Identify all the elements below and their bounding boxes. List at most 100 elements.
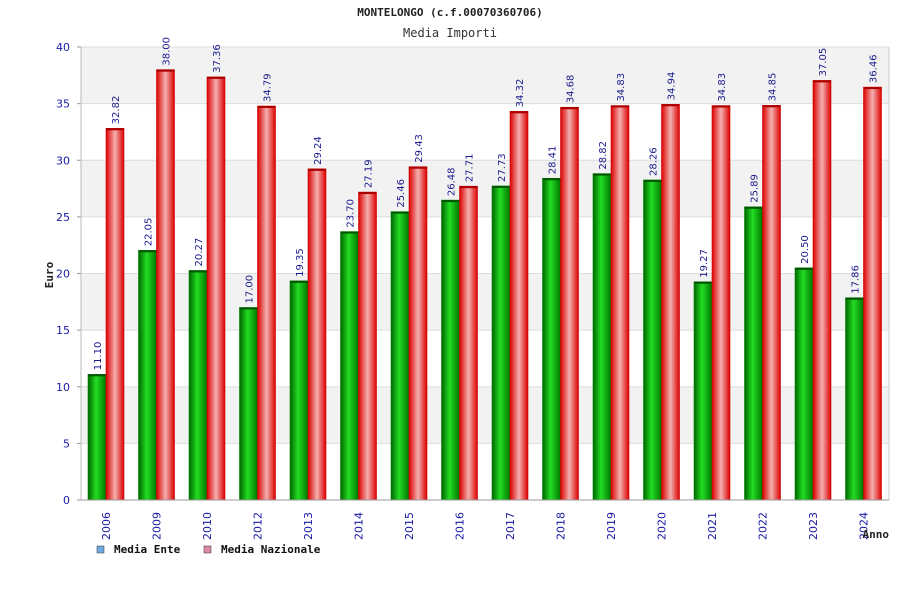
data-label: 25.46 (396, 179, 407, 208)
bar-cap (611, 105, 629, 108)
data-label: 19.35 (295, 248, 306, 277)
x-tick-label: 2013 (302, 512, 315, 540)
bar-cap (239, 307, 258, 310)
bar-cap (441, 200, 460, 203)
y-tick-label: 25 (56, 211, 70, 224)
y-tick-label: 0 (63, 494, 70, 507)
bar-media-ente-2020 (643, 179, 662, 501)
bar-media-nazionale-2015 (408, 166, 428, 501)
data-label: 34.94 (667, 72, 678, 101)
bar-media-nazionale-2013 (307, 168, 327, 501)
x-tick-label: 2009 (151, 512, 164, 540)
bar-media-nazionale-2020 (661, 104, 680, 501)
legend-label-media-ente: Media Ente (114, 543, 181, 556)
bar-media-ente-2015 (390, 211, 410, 501)
bar-cap (138, 250, 157, 253)
bar-cap (560, 107, 579, 110)
x-tick-label: 2023 (807, 512, 820, 540)
data-label: 27.19 (364, 159, 375, 188)
data-label: 38.00 (162, 37, 173, 66)
data-label: 19.27 (699, 249, 710, 278)
data-label: 34.83 (616, 73, 627, 102)
bar-cap (712, 105, 730, 108)
bar-media-nazionale-2014 (358, 191, 377, 501)
bar-media-ente-2010 (188, 270, 208, 501)
data-label: 34.85 (768, 73, 779, 102)
x-tick-label: 2021 (706, 512, 719, 540)
data-label: 37.36 (212, 44, 223, 73)
x-tick-label: 2016 (454, 512, 467, 540)
x-tick-label: 2006 (100, 512, 113, 540)
bar-media-nazionale-2019 (610, 105, 630, 501)
bar-media-ente-2013 (289, 280, 309, 501)
bar-cap (795, 267, 813, 270)
x-axis-title: Anno (863, 528, 890, 541)
bar-media-nazionale-2017 (509, 111, 529, 501)
bar-media-ente-2024 (845, 297, 864, 501)
data-label: 29.24 (313, 136, 324, 165)
x-tick-label: 2010 (201, 512, 214, 540)
bar-cap (290, 280, 308, 283)
legend-swatch-media-nazionale (203, 545, 212, 554)
bar-cap (207, 76, 225, 79)
data-label: 34.32 (515, 79, 526, 108)
x-tick-label: 2014 (353, 512, 366, 540)
y-tick-label: 5 (63, 437, 70, 450)
data-label: 11.10 (93, 342, 104, 371)
bar-media-ente-2014 (340, 231, 359, 501)
chart-title: MONTELONGO (c.f.00070360706) (357, 6, 542, 19)
bar-cap (358, 192, 377, 195)
bar-media-ente-2021 (693, 281, 713, 501)
bar-cap (694, 281, 712, 284)
chart-subtitle: Media Importi (403, 26, 497, 40)
bar-cap (845, 297, 864, 300)
bar-media-ente-2006 (87, 373, 107, 501)
data-label: 28.41 (548, 146, 559, 175)
y-tick-label: 10 (56, 381, 70, 394)
data-label: 27.73 (497, 153, 508, 182)
data-label: 17.00 (245, 275, 256, 304)
bar-media-nazionale-2022 (762, 105, 781, 501)
bar-cap (643, 179, 662, 182)
data-label: 20.27 (194, 238, 205, 267)
bar-cap (542, 178, 561, 181)
bar-media-ente-2019 (592, 173, 612, 501)
data-label: 29.43 (414, 134, 425, 163)
bar-cap (340, 231, 359, 234)
bar-media-ente-2016 (441, 199, 460, 501)
bar-media-nazionale-2010 (206, 76, 226, 501)
x-tick-label: 2024 (858, 512, 871, 540)
x-tick-label: 2015 (403, 512, 416, 540)
bar-media-ente-2018 (542, 177, 561, 501)
bar-cap (510, 111, 528, 114)
bar-media-ente-2017 (491, 185, 511, 501)
legend-label-media-nazionale: Media Nazionale (221, 543, 321, 556)
data-label: 34.83 (717, 73, 728, 102)
bar-media-nazionale-2023 (812, 80, 832, 501)
x-tick-label: 2022 (757, 512, 770, 540)
data-label: 37.05 (818, 48, 829, 77)
x-tick-label: 2019 (605, 512, 618, 540)
bar-media-ente-2009 (138, 249, 157, 501)
data-label: 22.05 (144, 218, 155, 247)
bar-media-ente-2023 (794, 267, 814, 501)
bar-media-nazionale-2016 (459, 185, 478, 501)
x-tick-label: 2012 (252, 512, 265, 540)
bar-media-nazionale-2021 (711, 105, 731, 501)
y-tick-label: 40 (56, 41, 70, 54)
bar-cap (88, 374, 106, 377)
bar-media-ente-2012 (239, 307, 258, 501)
x-tick-label: 2020 (656, 512, 669, 540)
y-tick-label: 20 (56, 268, 70, 281)
bar-cap (744, 206, 763, 209)
bars: 11.10 32.82 22.05 38.00 20.27 37.36 17.00 34.79… (87, 37, 882, 501)
x-tick-label: 2017 (504, 512, 517, 540)
y-tick-label: 30 (56, 154, 70, 167)
y-tick-label: 35 (56, 98, 70, 111)
bar-cap (391, 211, 409, 214)
y-tick-label: 15 (56, 324, 70, 337)
data-label: 26.48 (447, 167, 458, 196)
data-label: 20.50 (800, 235, 811, 264)
bar-cap (492, 185, 510, 188)
data-label: 28.26 (649, 147, 660, 176)
